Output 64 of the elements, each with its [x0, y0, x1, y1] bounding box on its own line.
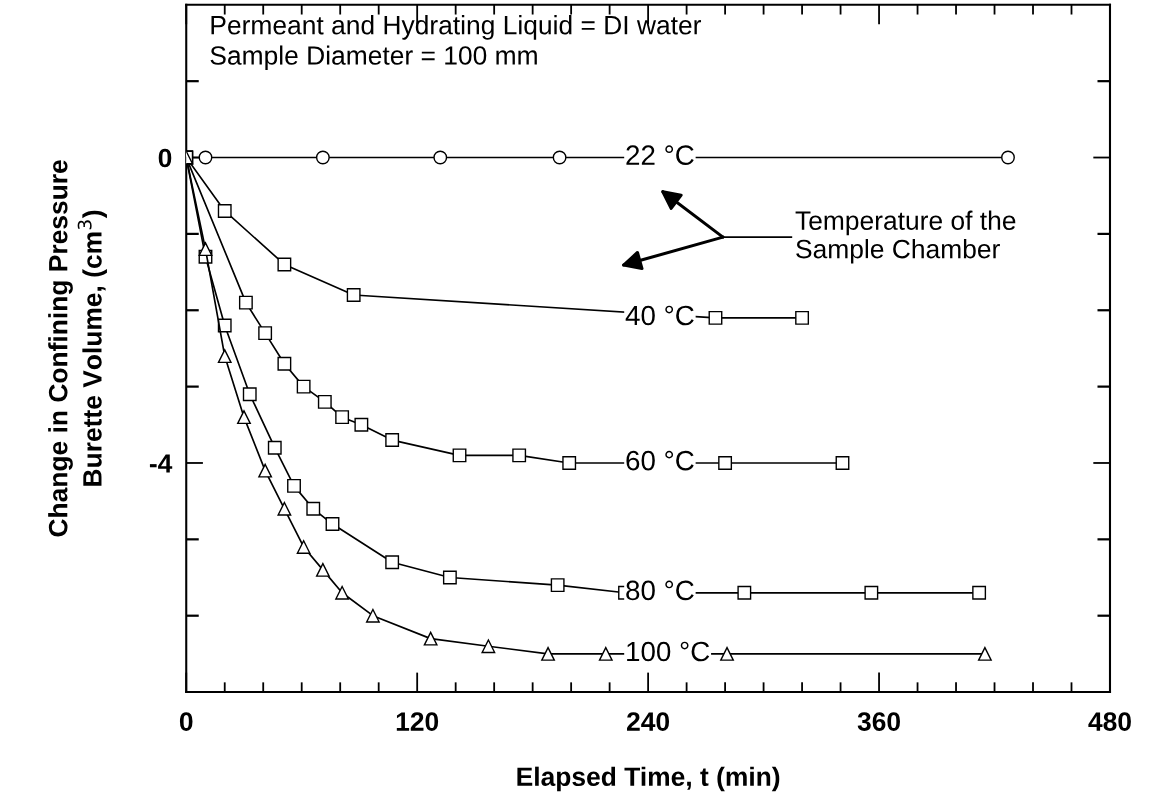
point [198, 242, 213, 257]
series-label: 60 °C [626, 450, 694, 471]
point [335, 410, 350, 425]
point [315, 562, 330, 577]
point [317, 394, 332, 409]
point [720, 646, 734, 661]
point [306, 501, 321, 516]
point [598, 646, 613, 661]
point [277, 501, 292, 516]
series-label: 22 °C [626, 145, 694, 165]
point [864, 585, 879, 600]
x-tick-label: 240 [627, 712, 670, 731]
point [287, 478, 301, 493]
point [267, 440, 282, 455]
point [708, 310, 723, 325]
point [433, 150, 448, 165]
point [325, 517, 340, 532]
point [354, 417, 369, 432]
point [442, 570, 457, 585]
point [562, 456, 577, 470]
point [315, 150, 330, 165]
y-axis-title: Change in Confining Pressure Burette Volume, (cm$^{3}$) [48, 160, 107, 537]
point [365, 608, 380, 623]
point [296, 540, 311, 554]
point [795, 310, 810, 325]
x-axis-title: Elapsed Time, t (min) [517, 766, 780, 792]
point [972, 585, 987, 600]
point [277, 356, 292, 371]
point [277, 257, 292, 272]
x-tick-label: 480 [1088, 712, 1131, 731]
x-tick-label: 0 [179, 712, 193, 731]
point [452, 448, 467, 463]
point [1001, 150, 1015, 165]
point [737, 585, 752, 600]
point [217, 204, 232, 218]
point [512, 448, 527, 463]
series-label: 80 °C [626, 580, 694, 601]
point [835, 456, 850, 470]
point [238, 295, 253, 310]
series-label: 40 °C [625, 305, 694, 326]
point [258, 326, 273, 341]
point [296, 379, 311, 394]
point [977, 646, 992, 661]
point [541, 646, 555, 661]
point [346, 288, 361, 302]
x-tick-label: 120 [396, 712, 439, 731]
point [550, 578, 565, 593]
point [335, 585, 350, 600]
x-tick-label: 360 [857, 712, 900, 731]
point [385, 555, 400, 570]
series-label: 100 °C [627, 641, 710, 662]
y-tick-label: -4 [149, 454, 173, 473]
annotation: Permeant and Hydrating Liquid = DI water Sample Diameter = 100 mm [210, 15, 702, 71]
point [423, 631, 438, 646]
point [258, 463, 273, 478]
point [237, 410, 251, 425]
annotation: Temperature of the Sample Chamber [795, 210, 1016, 264]
point [481, 639, 496, 654]
point [552, 150, 567, 165]
point [718, 456, 733, 470]
point [198, 150, 213, 165]
point [217, 349, 232, 364]
point [242, 387, 257, 402]
point [385, 433, 400, 448]
